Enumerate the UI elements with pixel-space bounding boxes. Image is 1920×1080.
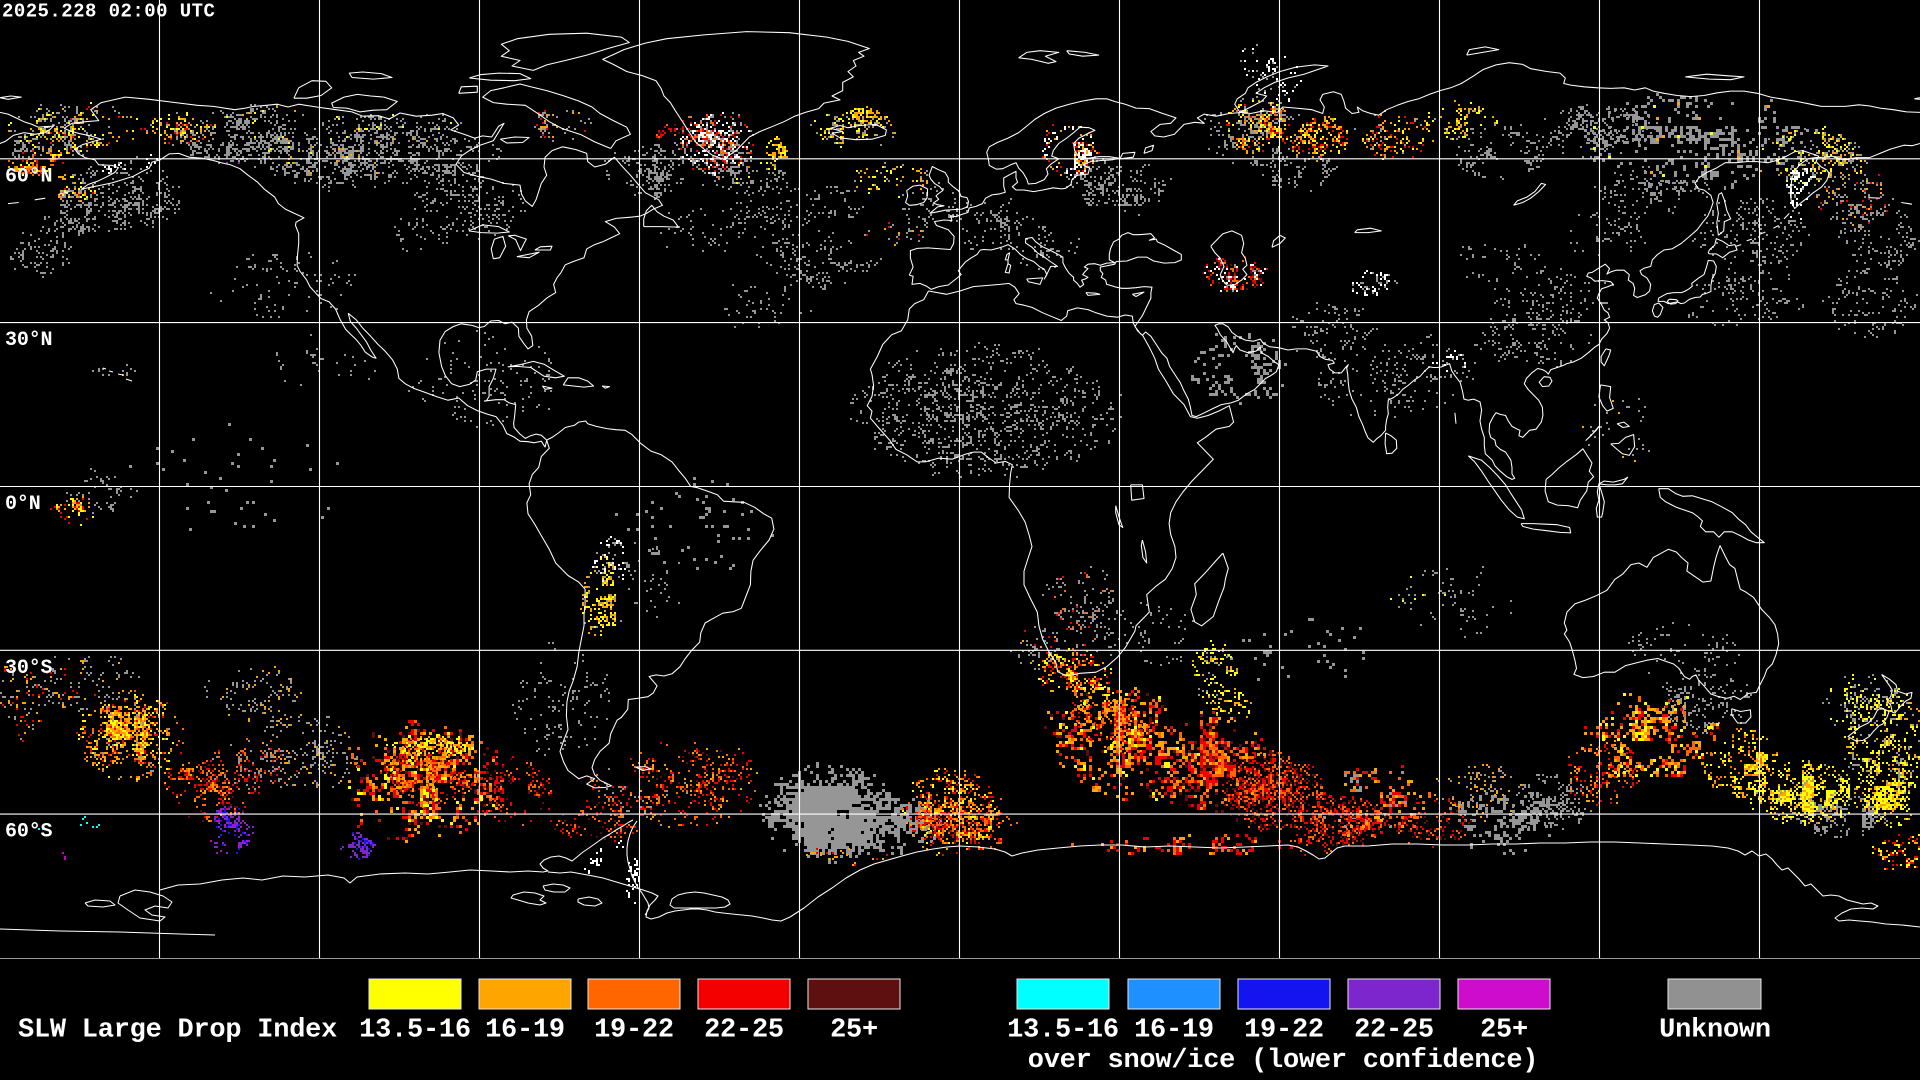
- svg-text:30°N: 30°N: [5, 329, 52, 352]
- svg-text:0°N: 0°N: [5, 493, 41, 516]
- svg-text:19-22: 19-22: [594, 1016, 674, 1046]
- svg-text:60°S: 60°S: [5, 821, 53, 844]
- svg-text:Unknown: Unknown: [1659, 1016, 1771, 1046]
- svg-text:30°S: 30°S: [5, 657, 53, 680]
- svg-text:SLW Large Drop Index: SLW Large Drop Index: [18, 1016, 337, 1046]
- svg-text:13.5-16: 13.5-16: [359, 1016, 471, 1046]
- svg-text:25+: 25+: [1480, 1016, 1528, 1046]
- svg-text:22-25: 22-25: [1354, 1016, 1434, 1046]
- svg-text:13.5-16: 13.5-16: [1007, 1016, 1119, 1046]
- svg-text:over snow/ice (lower confidenc: over snow/ice (lower confidence): [1028, 1046, 1538, 1076]
- svg-text:16-19: 16-19: [485, 1016, 565, 1046]
- svg-text:16-19: 16-19: [1134, 1016, 1214, 1046]
- svg-text:25+: 25+: [830, 1016, 878, 1046]
- svg-text:60°N: 60°N: [5, 165, 52, 188]
- svg-text:22-25: 22-25: [704, 1016, 784, 1046]
- svg-text:19-22: 19-22: [1244, 1016, 1324, 1046]
- svg-text:2025.228 02:00 UTC: 2025.228 02:00 UTC: [2, 0, 215, 22]
